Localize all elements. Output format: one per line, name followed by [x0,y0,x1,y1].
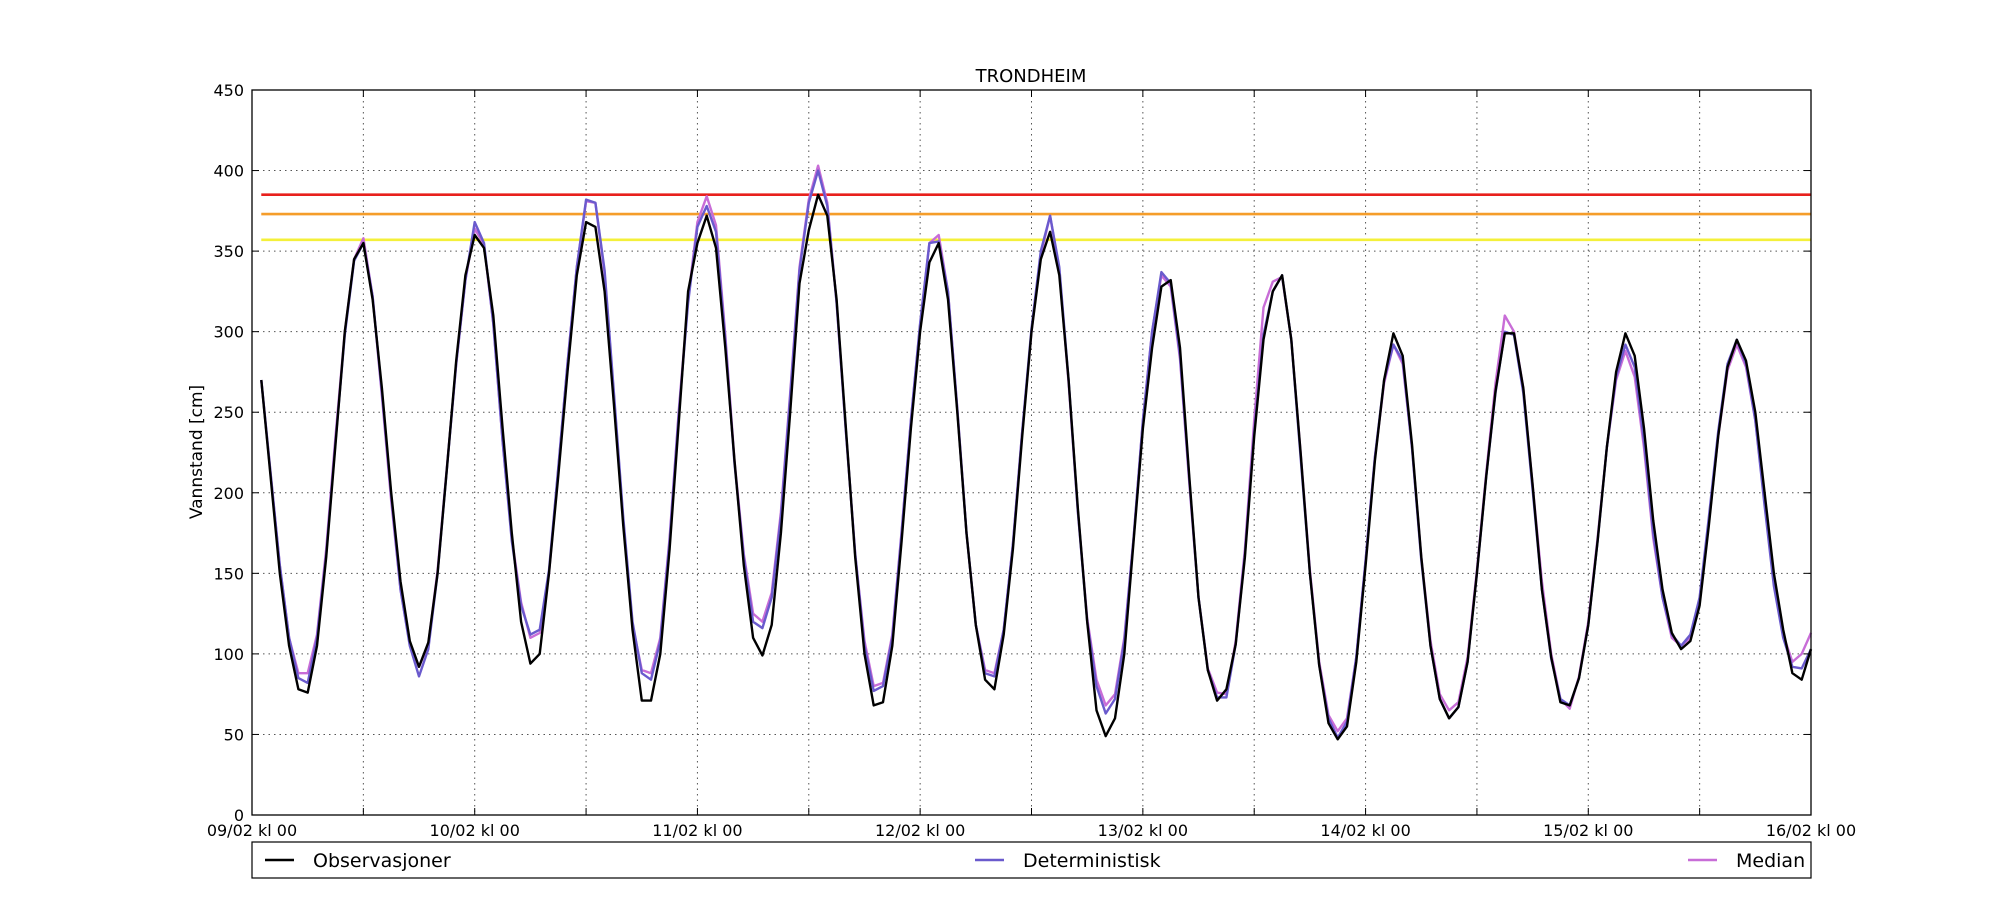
y-tick-label: 450 [213,81,244,100]
y-tick-label: 250 [213,403,244,422]
legend-box [251,841,1812,879]
y-tick-label: 200 [213,484,244,503]
series-lines [260,164,1813,741]
y-axis-label: Vannstand [cm] [187,385,207,519]
y-tick-label: 350 [213,242,244,261]
y-tick-label: 0 [234,806,244,825]
x-tick-label: 12/02 kl 00 [875,821,965,840]
x-tick-label: 13/02 kl 00 [1098,821,1188,840]
threshold-lines [261,193,1811,242]
y-tick-label: 400 [213,162,244,181]
legend-label-deterministisk: Deterministisk [1023,850,1161,872]
x-axis-ticks: 09/02 kl 00 10/02 kl 00 11/02 kl 00 12/02 k… [207,90,1856,840]
y-tick-label: 50 [224,725,244,744]
x-tick-label: 10/02 kl 00 [430,821,520,840]
x-tick-label: 11/02 kl 00 [652,821,742,840]
legend: Observasjoner Deterministisk Median [251,841,1812,879]
chart-title: TRONDHEIM [975,66,1087,87]
series-line-observasjoner [260,193,1813,741]
x-tick-label: 16/02 kl 00 [1766,821,1856,840]
y-tick-label: 150 [213,564,244,583]
legend-label-median: Median [1736,850,1805,872]
x-tick-label: 15/02 kl 00 [1543,821,1633,840]
y-tick-label: 100 [213,645,244,664]
x-tick-label: 09/02 kl 00 [207,821,297,840]
y-axis-ticks: 0 50 100 150 200 250 300 350 400 450 [213,81,1811,825]
legend-label-observasjoner: Observasjoner [313,850,451,872]
y-tick-label: 300 [213,323,244,342]
x-tick-label: 14/02 kl 00 [1320,821,1410,840]
